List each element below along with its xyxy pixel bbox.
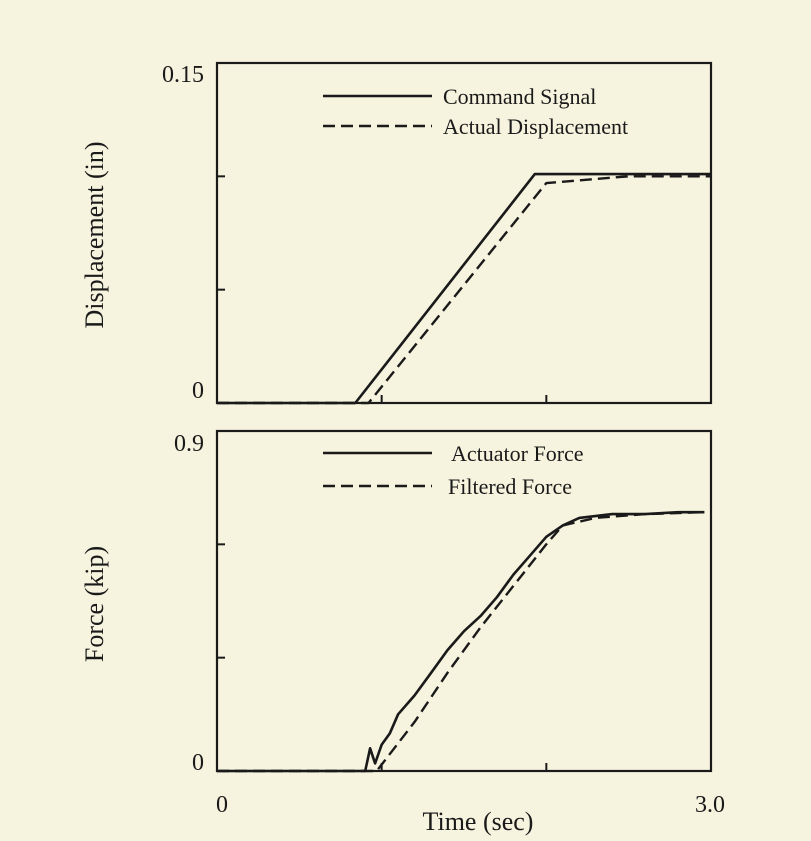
series-line-command-signal [217, 172, 711, 405]
displacement-legend: Command Signal Actual Displacement [323, 84, 628, 139]
series-line-actual-displacement [217, 175, 711, 405]
force-xtick-max: 3.0 [695, 792, 725, 818]
series-line-filtered-force [217, 511, 705, 773]
force-legend: Actuator Force Filtered Force [323, 441, 584, 499]
legend-label-filtered-force: Filtered Force [448, 474, 572, 499]
series-line-actuator-force [217, 510, 705, 773]
displacement-series [217, 172, 711, 405]
displacement-ytick-zero: 0 [192, 378, 204, 404]
force-series [217, 510, 705, 773]
force-ylabel: Force (kip) [80, 546, 109, 662]
legend-label-actual-displacement: Actual Displacement [443, 114, 628, 139]
force-ytick-max: 0.9 [174, 431, 204, 457]
legend-label-command-signal: Command Signal [443, 84, 596, 109]
force-xtick-zero: 0 [216, 792, 228, 818]
force-plot-frame [215, 429, 713, 773]
displacement-ylabel: Displacement (in) [80, 142, 109, 329]
force-panel: 0.9 0 0 3.0 Force (kip) Time (sec) Actua… [80, 429, 725, 836]
displacement-plot-frame [215, 61, 713, 405]
displacement-panel: 0.15 0 Displacement (in) Command Signal … [80, 61, 713, 405]
legend-label-actuator-force: Actuator Force [451, 441, 584, 466]
force-ytick-zero: 0 [192, 750, 204, 776]
displacement-ytick-max: 0.15 [162, 62, 204, 88]
force-xlabel: Time (sec) [423, 807, 534, 836]
